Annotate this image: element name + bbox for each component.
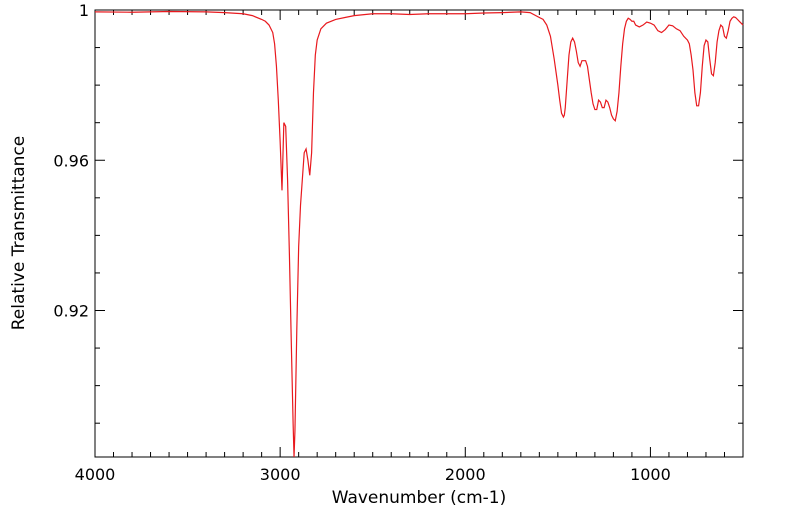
transmittance-line xyxy=(94,10,744,458)
x-tick-label: 2000 xyxy=(445,465,486,484)
x-tick-label: 1000 xyxy=(630,465,671,484)
y-tick-label: 1 xyxy=(79,1,89,20)
y-axis-ticks xyxy=(95,9,743,424)
y-axis-tick-labels: 1 0.96 0.92 xyxy=(53,1,89,321)
x-axis-ticks xyxy=(94,10,744,457)
plot-frame xyxy=(94,9,744,458)
y-axis-title: Relative Transmittance xyxy=(9,136,29,331)
x-axis-title: Wavenumber (cm-1) xyxy=(332,488,507,508)
x-tick-label: 4000 xyxy=(75,465,116,484)
x-tick-label: 3000 xyxy=(260,465,301,484)
y-tick-label: 0.92 xyxy=(53,302,89,321)
x-axis-tick-labels: 4000 3000 2000 1000 xyxy=(75,465,671,484)
y-tick-label: 0.96 xyxy=(53,151,89,170)
